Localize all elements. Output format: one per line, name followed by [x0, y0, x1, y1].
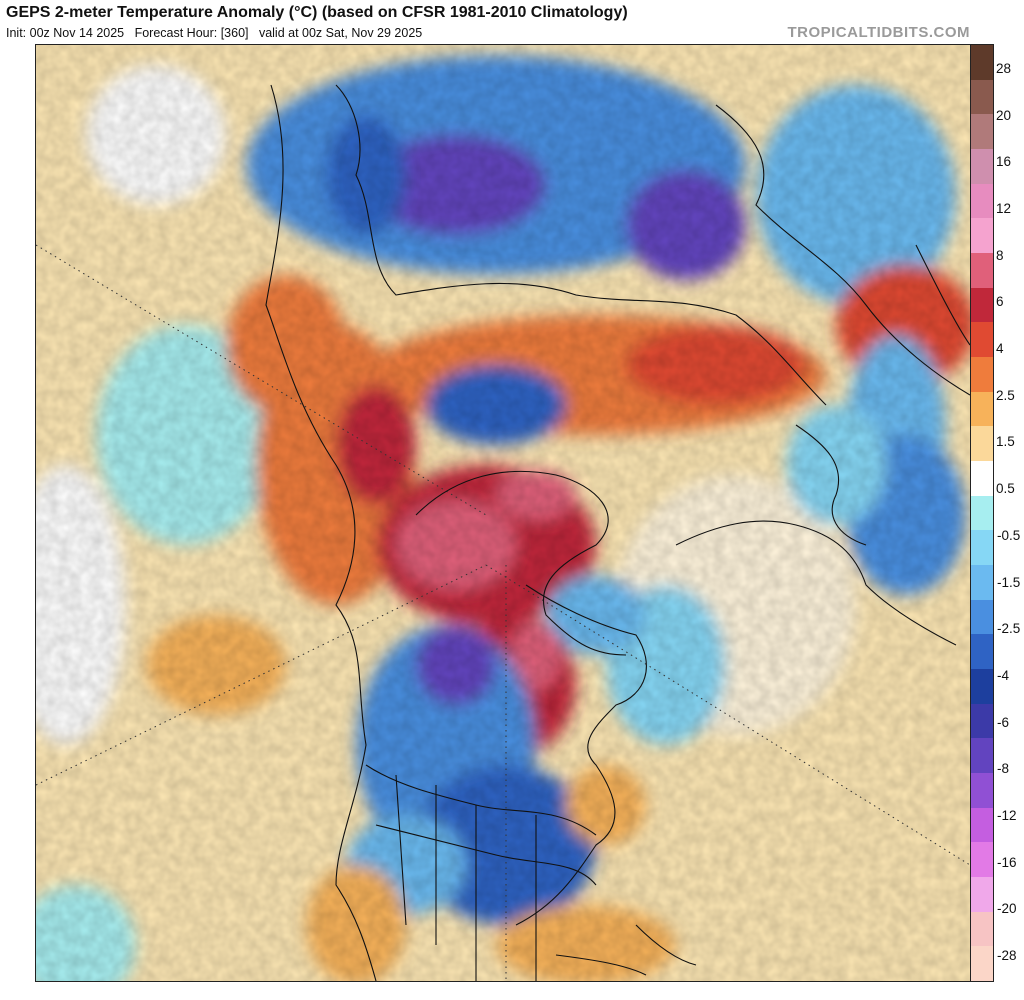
colorbar-cell [971, 773, 993, 809]
colorbar-label: 12 [996, 201, 1012, 217]
colorbar-cell [971, 877, 993, 913]
init-time: Init: 00z Nov 14 2025 [6, 26, 125, 40]
colorbar-label: -2.5 [997, 621, 1021, 637]
colorbar-cell [971, 565, 993, 601]
colorbar-label: 28 [996, 61, 1012, 76]
colorbar-label: 2.5 [996, 387, 1015, 403]
colorbar-cell [971, 391, 993, 427]
colorbar-cell [971, 669, 993, 705]
colorbar-cell [971, 218, 993, 254]
colorbar-cell [971, 322, 993, 358]
colorbar-cell [971, 703, 993, 739]
colorbar-label: 8 [996, 247, 1004, 263]
map-canvas [36, 45, 970, 981]
colorbar-label: -6 [997, 714, 1010, 730]
colorbar-label: 0.5 [996, 481, 1015, 497]
colorbar-cell [971, 599, 993, 635]
colorbar-cell [971, 357, 993, 393]
brand-watermark: TROPICALTIDBITS.COM [787, 24, 970, 41]
colorbar-cell [971, 461, 993, 497]
colorbar-cell [971, 79, 993, 115]
colorbar-label: -12 [997, 807, 1017, 823]
graticule [36, 244, 970, 981]
colorbar-cell [971, 253, 993, 289]
colorbar-label: 6 [996, 294, 1004, 310]
valid-time: valid at 00z Sat, Nov 29 2025 [258, 26, 423, 40]
map-subtitle: Init: 00z Nov 14 2025 Forecast Hour: [36… [6, 26, 422, 40]
colorbar-cell [971, 183, 993, 219]
colorbar-cell [971, 634, 993, 670]
colorbar-cell [971, 530, 993, 566]
map-title: GEPS 2-meter Temperature Anomaly (°C) (b… [6, 4, 628, 21]
colorbar-label: -0.5 [997, 527, 1021, 543]
colorbar-cell [971, 114, 993, 150]
colorbar-cell [971, 911, 993, 947]
colorbar-cell [971, 738, 993, 774]
colorbar-label: -1.5 [997, 574, 1021, 590]
colorbar-cell [971, 149, 993, 185]
colorbar-label: 20 [996, 107, 1012, 123]
colorbar-cell [971, 45, 993, 81]
colorbar-cell [971, 842, 993, 878]
temperature-anomaly-map [35, 44, 971, 982]
colorbar-label: -28 [997, 948, 1017, 963]
colorbar-label: -16 [997, 854, 1017, 870]
coastlines [265, 84, 970, 981]
colorbar-cell [971, 495, 993, 531]
colorbar [970, 44, 994, 982]
colorbar-label: 1.5 [996, 434, 1015, 450]
colorbar-cell [971, 426, 993, 462]
colorbar-label: 16 [996, 154, 1012, 170]
colorbar-label: -8 [997, 761, 1010, 777]
forecast-hour: Forecast Hour: [360] [134, 26, 249, 40]
colorbar-cell [971, 287, 993, 323]
colorbar-cell [971, 946, 993, 982]
colorbar-label: -20 [997, 901, 1017, 917]
colorbar-cell [971, 807, 993, 843]
colorbar-label: 4 [996, 341, 1004, 357]
colorbar-label: -4 [997, 667, 1010, 683]
